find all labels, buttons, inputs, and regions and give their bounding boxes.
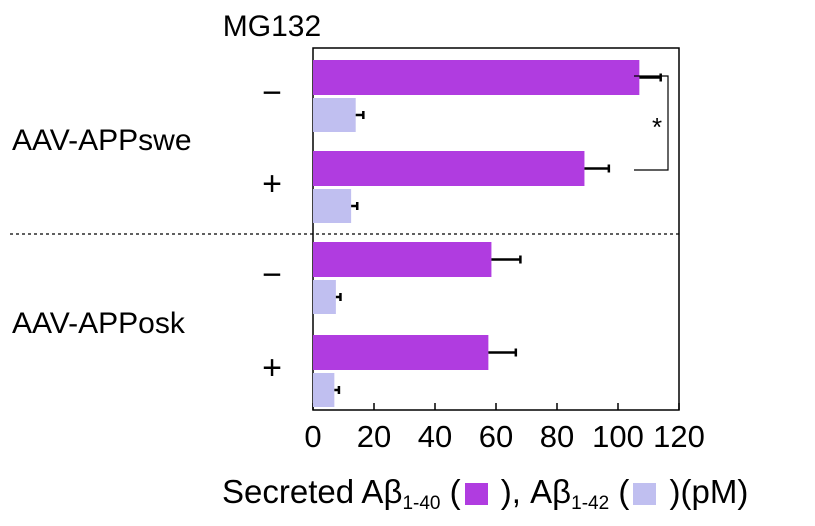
mg132-sign-0: −	[262, 74, 282, 112]
mg132-header: MG132	[223, 10, 321, 43]
group-label-0: AAV-APPswe	[12, 124, 192, 157]
x-tick-label-40: 40	[418, 419, 452, 454]
x-tick-label-100: 100	[592, 419, 644, 454]
x-tick-label-0: 0	[304, 419, 321, 454]
bar-abeta40-2	[313, 242, 492, 277]
mg132-sign-1: +	[262, 165, 282, 203]
mg132-sign-2: −	[262, 256, 282, 294]
mg132-sign-3: +	[262, 349, 282, 387]
significance-star: *	[652, 112, 662, 142]
bar-abeta42-3	[313, 373, 335, 407]
legend-swatch-abeta40	[464, 483, 488, 505]
bar-abeta40-0	[313, 60, 640, 95]
x-tick-label-120: 120	[653, 419, 705, 454]
legend-swatch-abeta42	[633, 483, 657, 505]
bar-abeta42-2	[313, 280, 336, 314]
x-tick-label-80: 80	[540, 419, 574, 454]
x-axis-label: Secreted Aβ1-40 ( ), Aβ1-42 ( )(pM)	[222, 473, 749, 514]
bar-abeta40-1	[313, 151, 585, 186]
bar-abeta42-0	[313, 98, 356, 132]
x-tick-label-20: 20	[357, 419, 391, 454]
group-label-1: AAV-APPosk	[12, 307, 186, 340]
significance-bracket	[634, 75, 669, 171]
x-tick-label-60: 60	[479, 419, 513, 454]
bar-abeta42-1	[313, 189, 352, 223]
bar-abeta40-3	[313, 335, 489, 370]
